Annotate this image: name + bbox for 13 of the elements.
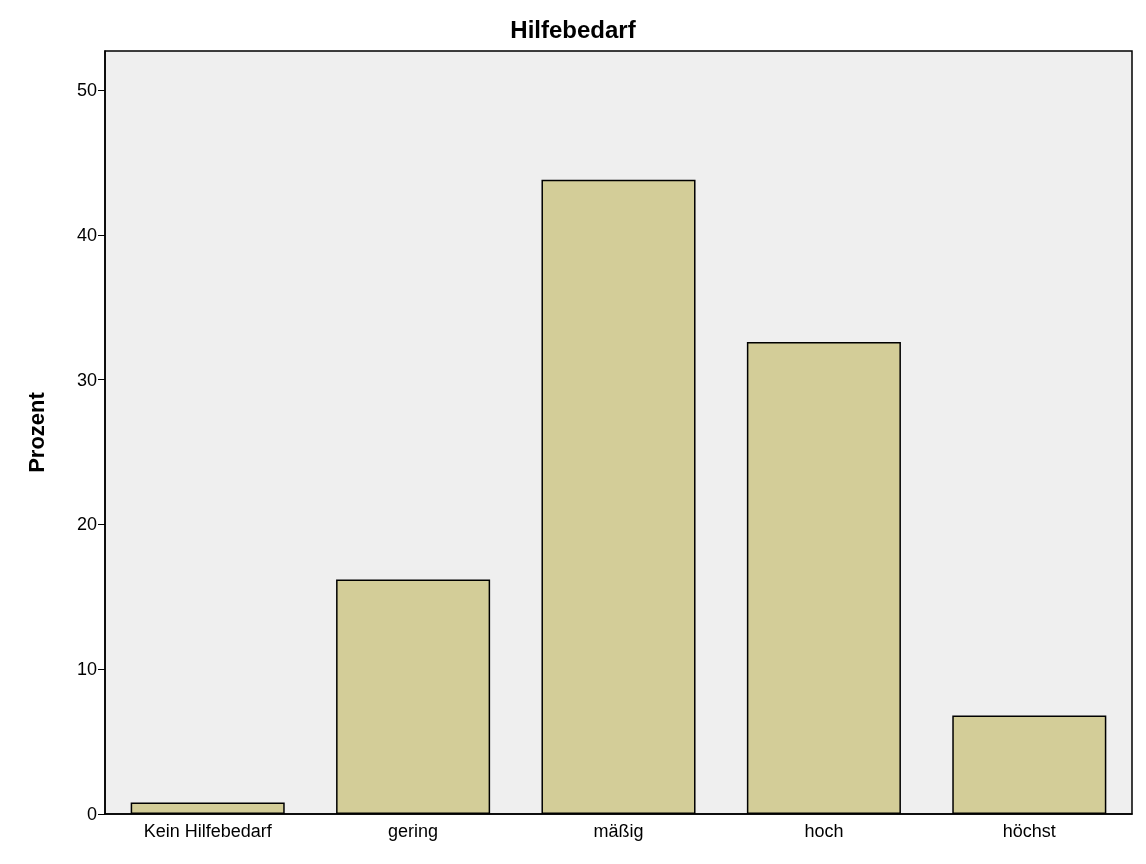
y-tick-label: 30 — [76, 369, 97, 390]
chart-title: Hilfebedarf — [510, 15, 637, 43]
y-tick-label: 20 — [76, 514, 97, 535]
x-tick-label: höchst — [1002, 821, 1056, 841]
y-tick-label: 10 — [76, 659, 97, 680]
y-tick-label: 50 — [76, 80, 97, 101]
y-tick-label: 0 — [86, 804, 97, 824]
y-tick-label: 40 — [76, 224, 97, 245]
x-tick-label: Kein Hilfebedarf — [143, 821, 273, 841]
x-tick-label: hoch — [804, 821, 844, 841]
x-tick-label: gering — [388, 821, 439, 841]
x-tick-label: mäßig — [593, 821, 644, 841]
y-axis-title: Prozent — [23, 391, 49, 473]
